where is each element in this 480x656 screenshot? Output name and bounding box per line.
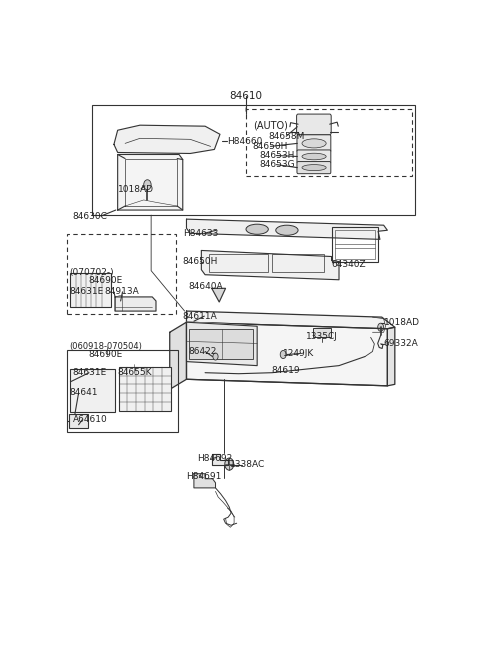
- Ellipse shape: [302, 165, 326, 171]
- Circle shape: [144, 180, 151, 190]
- Text: 84690E: 84690E: [88, 350, 122, 359]
- Bar: [272, 254, 324, 272]
- Polygon shape: [115, 297, 156, 311]
- Polygon shape: [212, 289, 226, 302]
- Circle shape: [378, 323, 384, 331]
- Bar: [335, 230, 375, 259]
- Bar: [67, 234, 177, 314]
- Text: 84619: 84619: [271, 366, 300, 375]
- Bar: [92, 105, 415, 215]
- Text: 84658M: 84658M: [268, 132, 305, 141]
- Text: 84641: 84641: [69, 388, 98, 398]
- Circle shape: [213, 353, 218, 360]
- Text: 84650H: 84650H: [183, 257, 218, 266]
- Text: A64610: A64610: [73, 415, 108, 424]
- Text: 64340Z: 64340Z: [332, 260, 366, 269]
- Text: 1249JK: 1249JK: [283, 349, 314, 358]
- FancyBboxPatch shape: [297, 161, 331, 174]
- Bar: [71, 273, 111, 307]
- Text: H84691: H84691: [186, 472, 222, 482]
- Polygon shape: [212, 453, 228, 465]
- Ellipse shape: [302, 154, 326, 160]
- Text: 1018AD: 1018AD: [384, 318, 420, 327]
- Bar: [67, 350, 178, 432]
- Bar: [209, 254, 268, 272]
- Text: 84630C: 84630C: [72, 212, 107, 220]
- Polygon shape: [170, 322, 186, 390]
- Text: H84692: H84692: [197, 454, 232, 463]
- Ellipse shape: [302, 139, 326, 148]
- Polygon shape: [194, 474, 216, 488]
- Bar: [246, 109, 411, 176]
- Text: (060918-070504): (060918-070504): [69, 342, 142, 351]
- Polygon shape: [118, 155, 183, 210]
- Polygon shape: [202, 251, 339, 279]
- Bar: [71, 369, 115, 412]
- FancyBboxPatch shape: [297, 150, 331, 163]
- Polygon shape: [186, 311, 395, 329]
- Bar: [190, 329, 252, 359]
- Text: 86422: 86422: [188, 347, 216, 356]
- Text: 84650H: 84650H: [252, 142, 288, 151]
- Ellipse shape: [246, 224, 268, 234]
- Text: 84611A: 84611A: [183, 312, 217, 321]
- Text: 84640A: 84640A: [188, 282, 223, 291]
- Polygon shape: [186, 322, 257, 365]
- Polygon shape: [114, 125, 220, 154]
- Text: H84633: H84633: [183, 229, 218, 237]
- Text: 84631E: 84631E: [69, 287, 104, 297]
- Text: 84610: 84610: [229, 91, 263, 101]
- Bar: [313, 328, 331, 337]
- FancyBboxPatch shape: [297, 134, 331, 152]
- Text: 69332A: 69332A: [384, 339, 419, 348]
- Polygon shape: [186, 219, 387, 239]
- Ellipse shape: [276, 225, 298, 236]
- Text: (070702-): (070702-): [69, 268, 114, 277]
- Polygon shape: [387, 327, 395, 386]
- Text: 84653H: 84653H: [259, 151, 294, 160]
- Text: 1018AD: 1018AD: [118, 186, 154, 194]
- Text: 1338AC: 1338AC: [230, 460, 265, 469]
- Circle shape: [75, 378, 94, 403]
- Text: (AUTO): (AUTO): [252, 121, 288, 131]
- Bar: [69, 414, 88, 428]
- Text: 1335CJ: 1335CJ: [305, 332, 337, 341]
- Text: 84655K: 84655K: [118, 368, 152, 377]
- Polygon shape: [186, 322, 387, 386]
- Text: 84631E: 84631E: [72, 368, 106, 377]
- Text: 84653G: 84653G: [259, 160, 295, 169]
- Circle shape: [225, 458, 234, 470]
- Text: 84913A: 84913A: [105, 287, 139, 297]
- Circle shape: [280, 350, 286, 359]
- Bar: [332, 227, 378, 262]
- FancyBboxPatch shape: [297, 114, 331, 134]
- Circle shape: [93, 379, 109, 401]
- Text: 84690E: 84690E: [88, 276, 122, 285]
- Text: H84660: H84660: [228, 137, 263, 146]
- Bar: [119, 367, 171, 411]
